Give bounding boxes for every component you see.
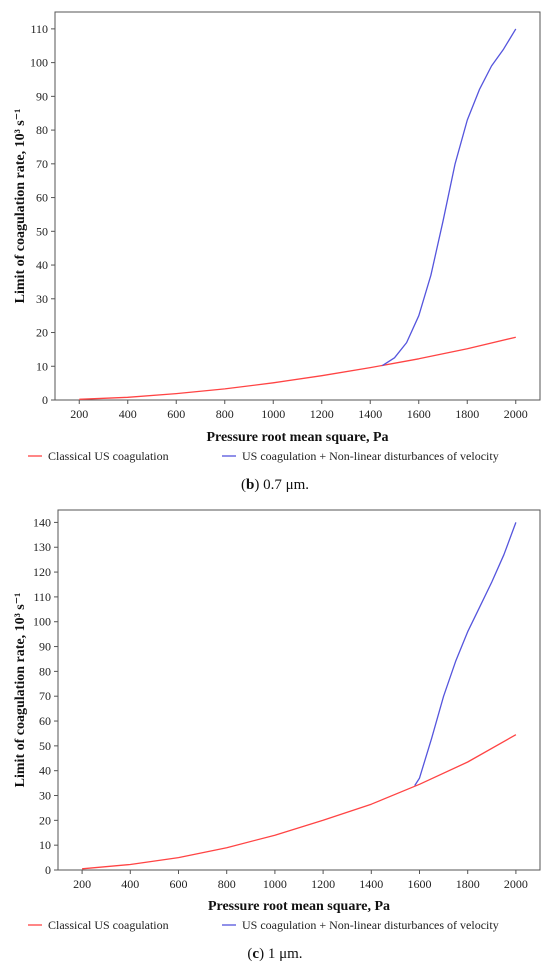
- x-tick-label: 600: [167, 407, 185, 421]
- y-tick-label: 50: [36, 224, 48, 238]
- x-tick-label: 800: [216, 407, 234, 421]
- y-tick-label: 30: [36, 292, 48, 306]
- chart-panel-b: 0 10 20 30 40 50 60 70 80 90 100 110 200 400 600 800 100…: [13, 11, 541, 493]
- y-tick-label: 70: [39, 689, 51, 703]
- x-tick-label: 2000: [504, 407, 528, 421]
- figure-caption: (c) 1 μm.: [247, 946, 302, 962]
- caption-text: 1 μm.: [268, 946, 303, 962]
- y-tick-label: 90: [36, 89, 48, 103]
- x-tick-label: 200: [70, 407, 88, 421]
- caption-label: b: [246, 477, 254, 493]
- legend-label: US coagulation + Non-linear disturbances…: [242, 449, 499, 463]
- y-tick-label: 20: [36, 326, 48, 340]
- legend-label: US coagulation + Non-linear disturbances…: [242, 918, 499, 932]
- x-tick-label: 1000: [261, 407, 285, 421]
- y-tick-label: 20: [39, 813, 51, 827]
- caption-label: c: [252, 946, 259, 962]
- y-axis-title: Limit of coagulation rate, 10³ s⁻¹: [13, 593, 28, 788]
- x-axis-title: Pressure root mean square, Pa: [208, 899, 390, 914]
- y-tick-label: 60: [39, 714, 51, 728]
- x-tick-label: 1400: [359, 877, 383, 891]
- series-line-classical: [79, 336, 516, 400]
- x-tick-label: 1200: [310, 407, 334, 421]
- x-tick-label: 1200: [311, 877, 335, 891]
- y-tick-label: 30: [39, 789, 51, 803]
- y-tick-label: 120: [33, 565, 51, 579]
- y-tick-label: 70: [36, 157, 48, 171]
- y-tick-label: 0: [45, 863, 51, 877]
- y-tick-label: 10: [39, 838, 51, 852]
- y-tick-label: 60: [36, 191, 48, 205]
- y-tick-label: 50: [39, 739, 51, 753]
- x-tick-label: 1800: [455, 407, 479, 421]
- x-tick-label: 200: [73, 877, 91, 891]
- x-tick-label: 600: [170, 877, 188, 891]
- x-tick-label: 800: [218, 877, 236, 891]
- y-tick-label: 80: [36, 123, 48, 137]
- x-tick-label: 1600: [408, 877, 432, 891]
- x-axis-title: Pressure root mean square, Pa: [206, 430, 388, 445]
- x-tick-label: 1400: [358, 407, 382, 421]
- y-axis-title: Limit of coagulation rate, 10³ s⁻¹: [13, 109, 28, 304]
- plot-frame: [57, 509, 541, 871]
- y-tick-label: 90: [39, 640, 51, 654]
- x-tick-label: 1000: [263, 877, 287, 891]
- y-tick-label: 100: [30, 56, 48, 70]
- y-tick-label: 10: [36, 359, 48, 373]
- series-line-nonlinear: [414, 522, 517, 786]
- x-tick-label: 400: [121, 877, 139, 891]
- y-tick-label: 140: [33, 515, 51, 529]
- y-tick-label: 110: [30, 22, 48, 36]
- legend-label: Classical US coagulation: [48, 918, 169, 932]
- series-line-classical: [82, 734, 517, 870]
- y-tick-label: 100: [33, 615, 51, 629]
- y-tick-label: 130: [33, 540, 51, 554]
- chart-panel-c: 0 10 20 30 40 50 60 70 80 90 100 110 120 130 140 200 400…: [13, 509, 541, 962]
- y-tick-label: 40: [36, 258, 48, 272]
- y-tick-label: 80: [39, 664, 51, 678]
- y-tick-label: 110: [33, 590, 51, 604]
- caption-text: 0.7 μm.: [263, 477, 309, 493]
- x-tick-label: 400: [119, 407, 137, 421]
- x-tick-label: 1600: [407, 407, 431, 421]
- legend-label: Classical US coagulation: [48, 449, 169, 463]
- series-line-nonlinear: [382, 28, 517, 367]
- y-tick-label: 40: [39, 764, 51, 778]
- x-tick-label: 1800: [456, 877, 480, 891]
- y-tick-label: 0: [42, 393, 48, 407]
- plot-frame: [54, 11, 541, 401]
- figure-caption: (b) 0.7 μm.: [241, 477, 309, 493]
- x-tick-label: 2000: [504, 877, 528, 891]
